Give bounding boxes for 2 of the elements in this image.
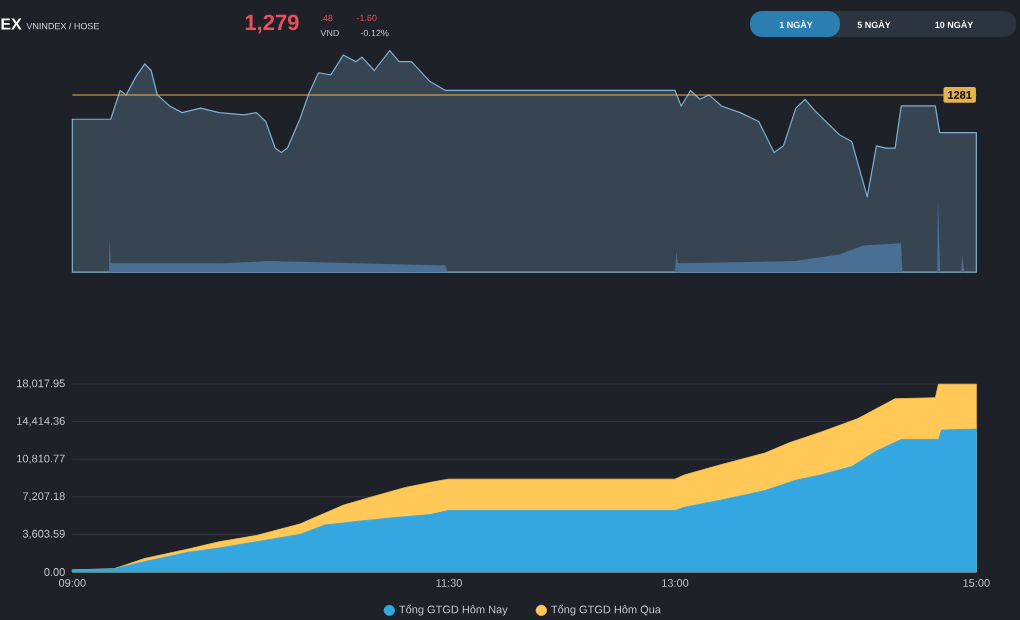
text: EX <box>1 18 22 30</box>
text: 1,279 <box>245 14 299 34</box>
